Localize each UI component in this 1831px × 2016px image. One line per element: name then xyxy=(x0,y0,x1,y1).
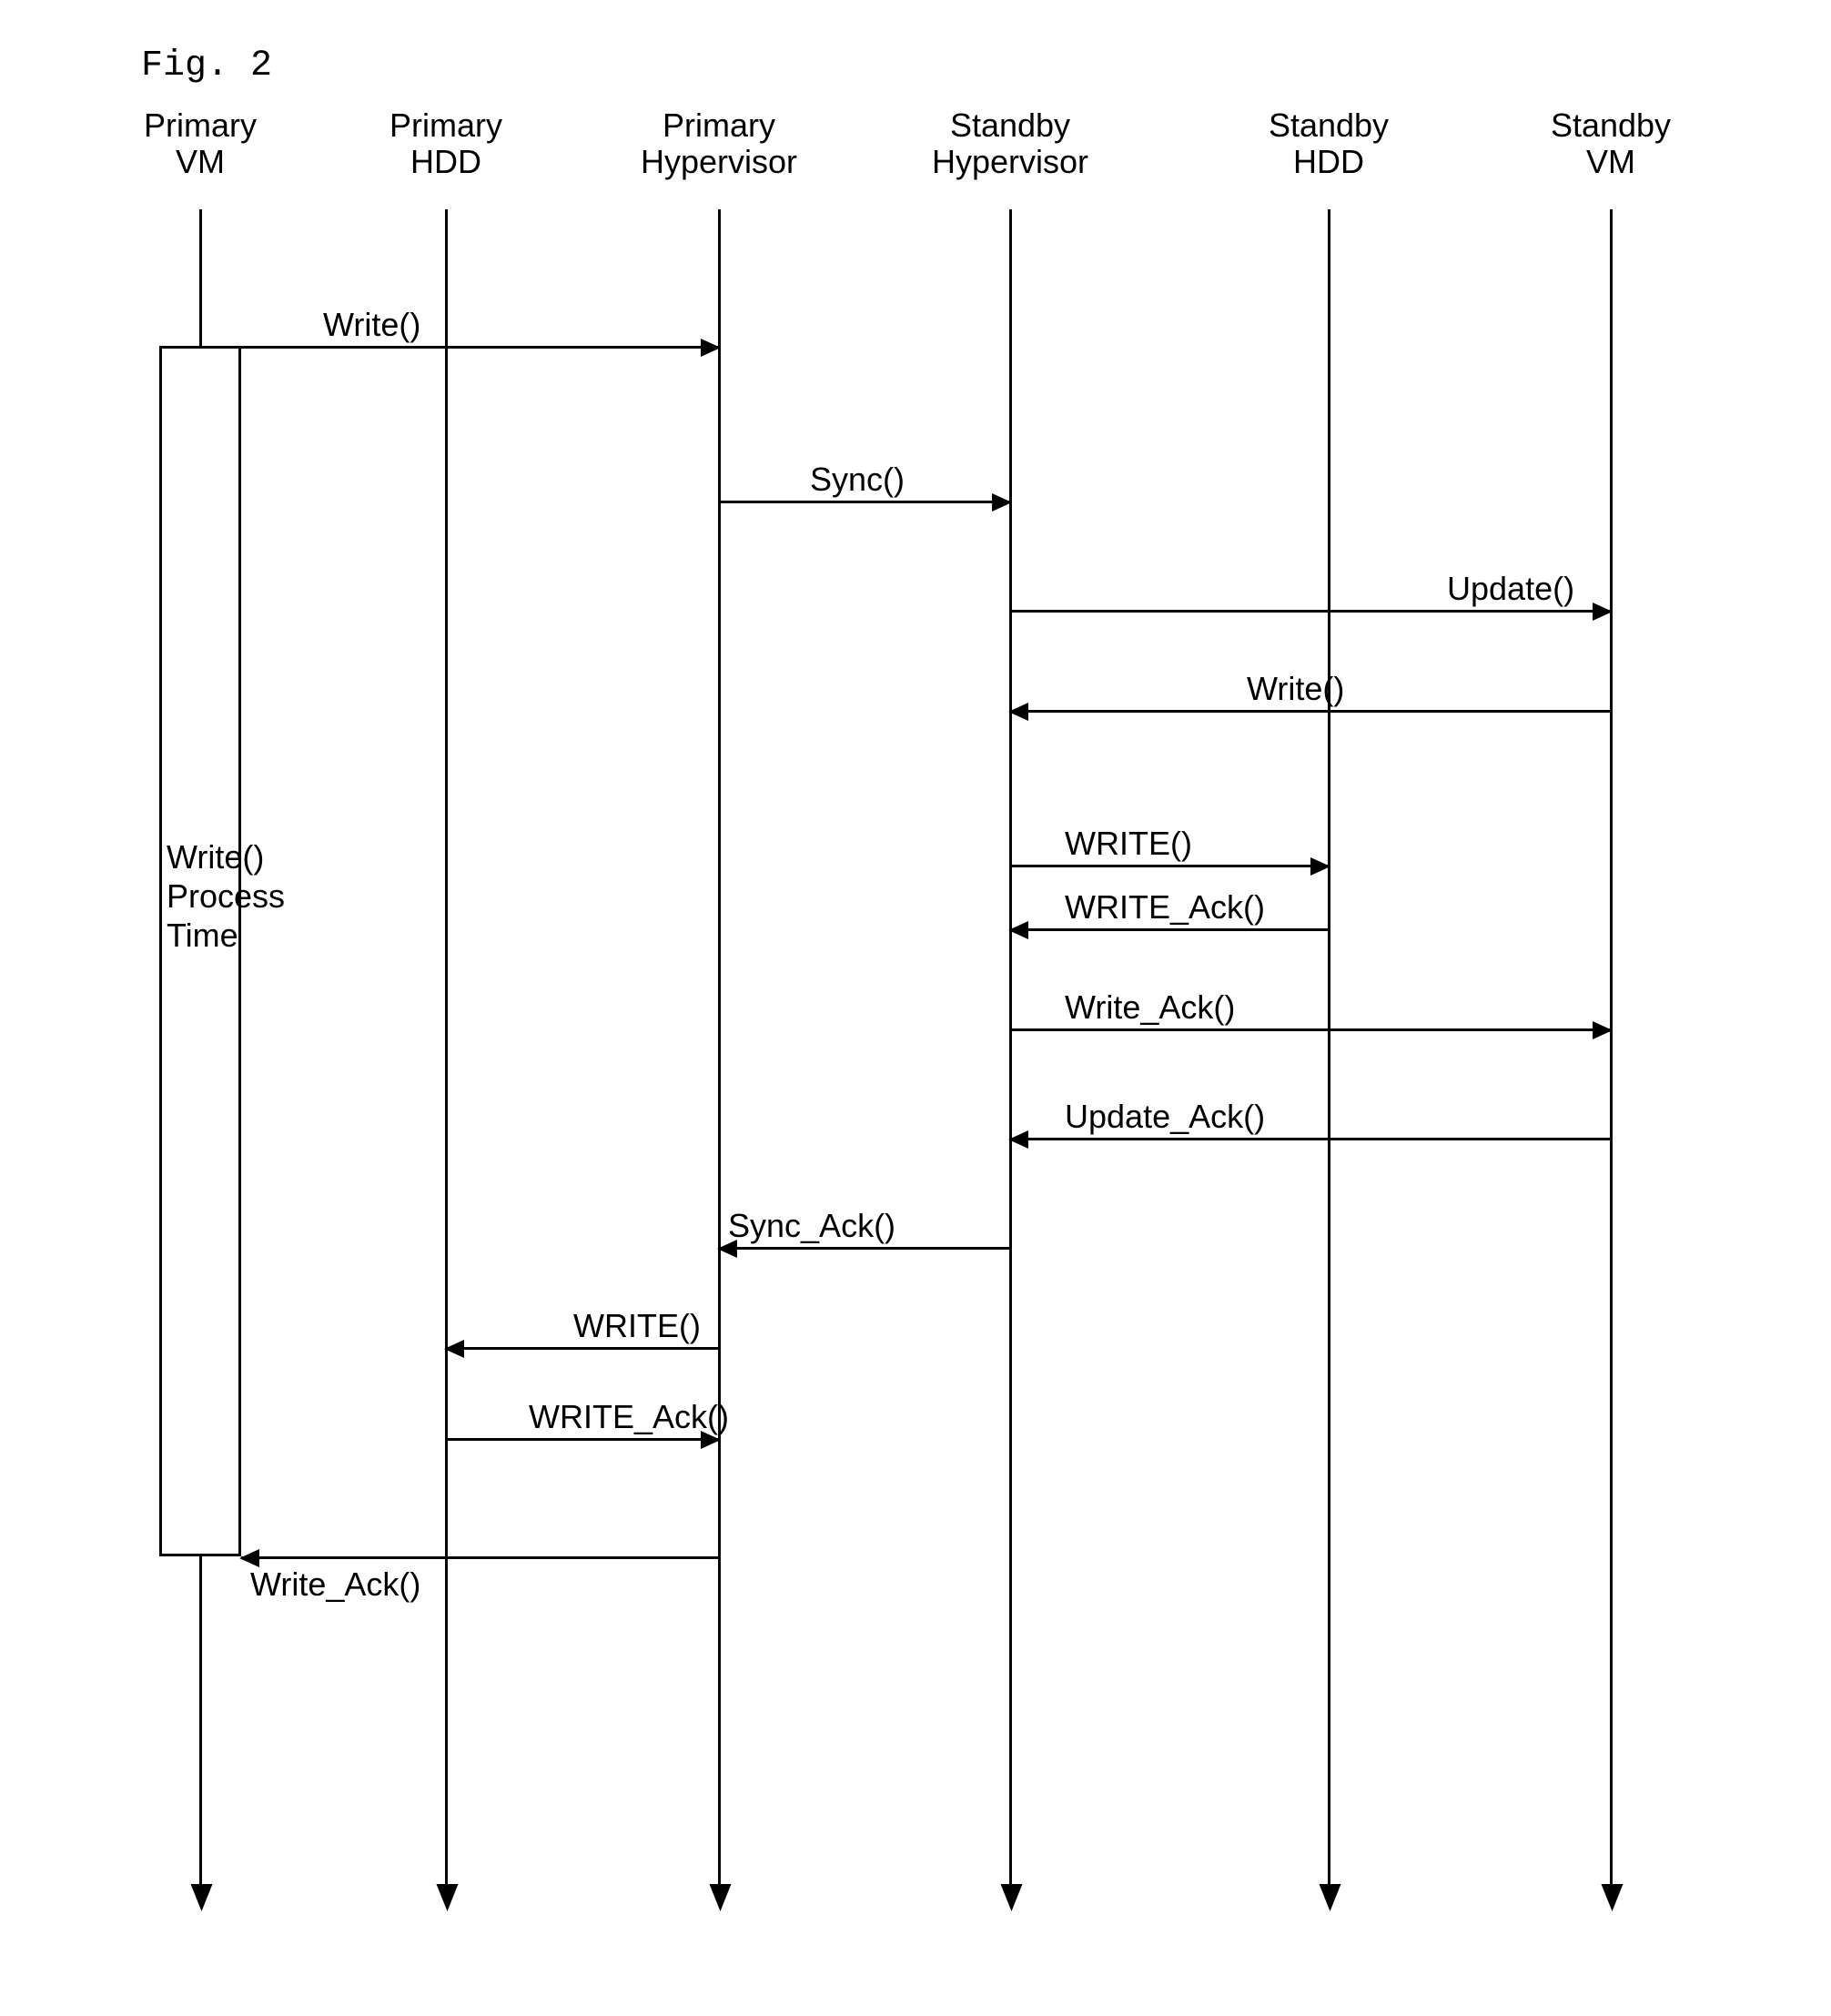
figure-label: Fig. 2 xyxy=(141,46,272,86)
message-label-4: WRITE() xyxy=(1065,825,1192,863)
lifeline-phdd xyxy=(445,209,448,1884)
sequence-diagram: Fig. 2 PrimaryVM PrimaryHDD PrimaryHypervi… xyxy=(46,46,1775,1957)
message-arrow-3 xyxy=(1010,710,1611,713)
message-arrow-5 xyxy=(1010,928,1329,931)
message-arrow-4 xyxy=(1010,865,1329,867)
message-arrow-8 xyxy=(719,1247,1010,1250)
message-arrow-7 xyxy=(1010,1138,1611,1140)
message-label-3: Write() xyxy=(1247,670,1344,708)
message-label-9: WRITE() xyxy=(573,1307,701,1345)
lifeline-label-phdd: PrimaryHDD xyxy=(346,107,546,179)
lifeline-shdd xyxy=(1328,209,1330,1884)
message-arrow-9 xyxy=(446,1347,719,1350)
message-arrow-11 xyxy=(241,1556,719,1559)
message-label-11: Write_Ack() xyxy=(250,1565,420,1604)
lifeline-arrow-phdd xyxy=(437,1884,459,1911)
message-label-2: Update() xyxy=(1447,570,1574,608)
message-arrow-2 xyxy=(1010,610,1611,613)
lifeline-arrow-phyp xyxy=(710,1884,732,1911)
message-label-6: Write_Ack() xyxy=(1065,988,1235,1027)
message-arrow-10 xyxy=(446,1438,719,1441)
message-label-0: Write() xyxy=(323,306,420,344)
lifeline-shyp xyxy=(1009,209,1012,1884)
lifeline-label-shdd: StandbyHDD xyxy=(1229,107,1429,179)
message-label-1: Sync() xyxy=(810,461,905,499)
lifeline-arrow-shyp xyxy=(1001,1884,1023,1911)
message-arrow-0 xyxy=(241,346,719,349)
lifeline-arrow-svm xyxy=(1602,1884,1624,1911)
lifeline-label-phyp: PrimaryHypervisor xyxy=(619,107,819,179)
message-label-7: Update_Ack() xyxy=(1065,1098,1265,1136)
message-arrow-6 xyxy=(1010,1028,1611,1031)
lifeline-svm xyxy=(1610,209,1613,1884)
lifeline-arrow-shdd xyxy=(1320,1884,1341,1911)
message-label-5: WRITE_Ack() xyxy=(1065,888,1265,927)
lifeline-label-shyp: StandbyHypervisor xyxy=(910,107,1110,179)
lifeline-label-pvm: PrimaryVM xyxy=(100,107,300,179)
message-arrow-1 xyxy=(719,501,1010,503)
lifeline-phyp xyxy=(718,209,721,1884)
lifeline-label-svm: StandbyVM xyxy=(1511,107,1711,179)
message-label-8: Sync_Ack() xyxy=(728,1207,895,1245)
activation-label: Write()ProcessTime xyxy=(167,837,285,956)
message-label-10: WRITE_Ack() xyxy=(529,1398,729,1436)
lifeline-arrow-pvm xyxy=(191,1884,213,1911)
